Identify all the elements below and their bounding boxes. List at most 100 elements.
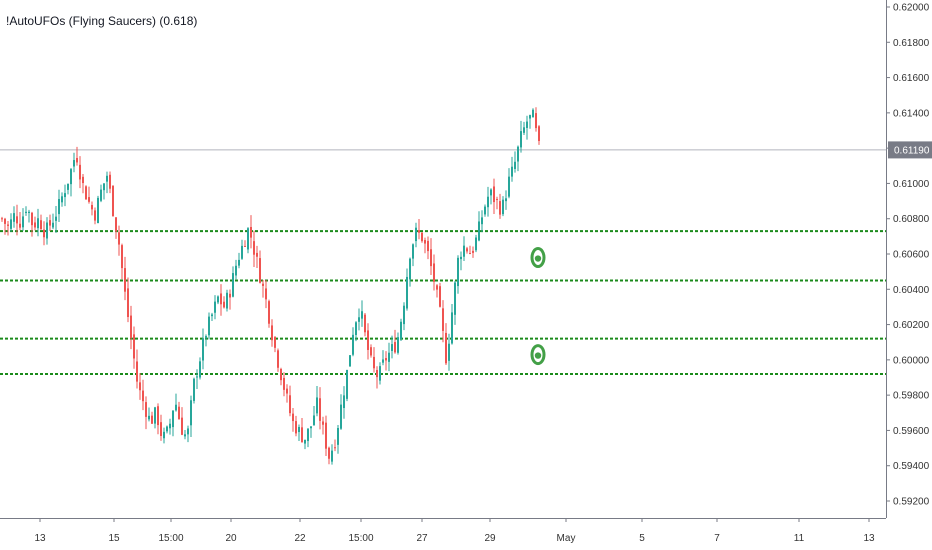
x-tick-label: 11 [794,533,805,544]
y-tick-label: 0.61400 [893,108,930,119]
candle-body [91,204,93,210]
candle-body [295,421,297,434]
y-tick-label: 0.59200 [893,497,930,508]
candle-body [508,176,510,197]
x-tick-label: 15:00 [158,533,183,544]
y-tick-label: 0.62000 [893,3,930,14]
candle-body [358,317,360,322]
candle-body [31,212,33,226]
candle-body [151,415,153,424]
candle-body [430,249,432,267]
candle-body [445,332,447,364]
candle-body [22,216,24,228]
candle-body [322,421,324,425]
y-tick-label: 0.60000 [893,355,930,366]
x-tick-label: 29 [484,533,496,544]
candle-body [493,186,495,203]
candle-body [385,358,387,361]
candle-body [250,226,252,238]
candle-body [16,216,18,224]
candle-body [241,245,243,259]
candle-body [535,113,537,129]
candle-body [538,126,540,141]
candle-body [118,232,120,245]
candle-body [439,286,441,307]
candle-body [505,198,507,202]
candle-body [355,322,357,336]
candle-body [469,253,471,255]
candle-body [397,337,399,353]
time-axis[interactable] [0,518,932,550]
candle-body [223,301,225,308]
candle-body [289,395,291,414]
candle-body [226,292,228,309]
y-tick-label: 0.59400 [893,461,930,472]
candle-body [364,314,366,333]
candle-body [292,413,294,422]
chart-title: !AutoUFOs (Flying Saucers) (0.618) [6,14,197,28]
candle-body [409,258,411,280]
candle-body [415,227,417,242]
candle-body [313,415,315,425]
candle-body [277,350,279,368]
candle-body [97,197,99,224]
candle-body [58,198,60,215]
candle-body [454,282,456,315]
candle-body [124,268,126,292]
candle-body [382,359,384,363]
y-tick-label: 0.60200 [893,320,930,331]
candle-body [217,296,219,303]
candle-body [328,447,330,459]
candle-body [55,216,57,221]
candle-body [259,258,261,283]
candle-body [271,325,273,341]
x-tick-label: 15 [108,533,120,544]
candle-body [511,166,513,177]
x-tick-label: 13 [863,533,875,544]
ufo-marker-dot [534,255,542,262]
candle-body [331,450,333,462]
candle-body [460,256,462,260]
price-axis[interactable] [886,0,932,518]
candle-body [502,199,504,215]
candle-body [532,109,534,118]
candle-body [487,196,489,208]
candle-body [103,183,105,191]
candle-body [391,344,393,351]
candle-body [346,369,348,399]
x-tick-label: 27 [416,533,428,544]
candle-body [388,352,390,362]
candle-body [427,240,429,252]
candle-body [370,347,372,356]
candle-body [139,382,141,391]
candle-body [421,232,423,242]
candle-body [316,397,318,414]
candle-body [67,183,69,190]
candle-body [199,361,201,378]
candle-body [340,404,342,429]
candle-body [61,196,63,203]
candle-body [205,336,207,338]
candle-body [130,315,132,338]
y-tick-label: 0.59600 [893,426,930,437]
candle-body [28,211,30,214]
candle-body [238,259,240,266]
candle-body [109,174,111,189]
candle-body [70,169,72,185]
candle-body [73,160,75,167]
candle-body [232,273,234,297]
candle-body [418,230,420,233]
candle-body [172,410,174,428]
candle-body [1,218,3,220]
candle-body [517,146,519,162]
y-tick-label: 0.60400 [893,285,930,296]
candle-body [133,334,135,359]
x-tick-label: 7 [714,533,720,544]
candle-body [214,301,216,313]
candle-body [433,263,435,282]
candle-body [193,378,195,401]
candle-body [247,228,249,250]
current-price-tag-text: 0.61190 [894,145,930,156]
candle-body [166,426,168,432]
